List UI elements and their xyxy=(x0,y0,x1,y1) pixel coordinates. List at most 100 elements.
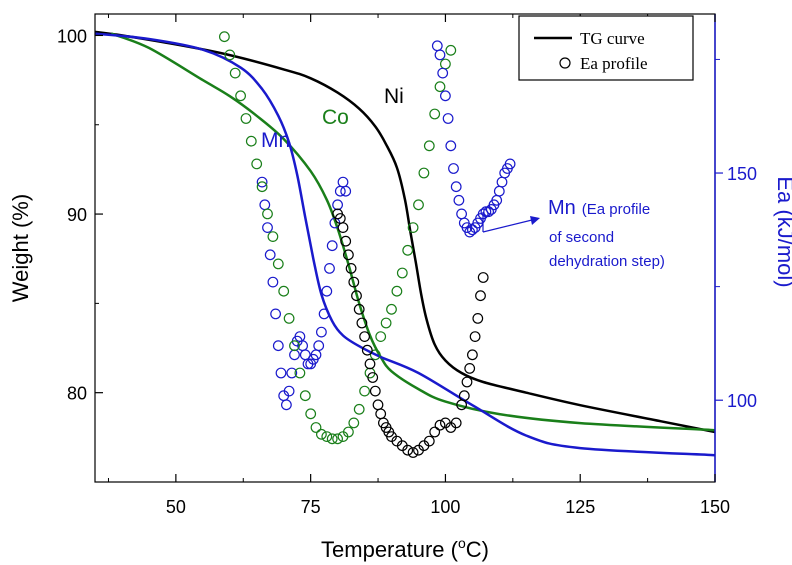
ea-point-co xyxy=(316,428,327,440)
y-right-axis-title: Ea (kJ/mol) xyxy=(773,176,792,287)
ea-point-mn-second-step xyxy=(493,185,505,197)
x-tick-label: 75 xyxy=(301,497,321,517)
ea-point-mn xyxy=(259,199,271,211)
ea-point-ni xyxy=(348,276,360,288)
ea-point-co xyxy=(218,31,230,43)
ea-point-co xyxy=(359,385,371,397)
ea-point-ni xyxy=(477,272,489,283)
tg-curve-co xyxy=(110,32,716,432)
ea-point-mn-second-step xyxy=(437,67,449,79)
annotation-co: Co xyxy=(322,106,349,129)
legend: TG curve Ea profile xyxy=(518,15,694,81)
ea-point-ni xyxy=(337,222,349,234)
ea-point-ni xyxy=(340,235,352,247)
ea-point-mn xyxy=(313,340,325,352)
ea-point-mn-second-step xyxy=(467,224,478,236)
ea-point-co xyxy=(267,231,279,243)
y-right-axis: 100 150 xyxy=(715,58,757,411)
plot-frame xyxy=(94,13,716,483)
ea-point-mn xyxy=(270,308,282,320)
ea-point-mn xyxy=(283,385,295,397)
ea-point-mn-second-step xyxy=(450,181,462,193)
ea-point-co xyxy=(348,417,360,429)
annotation-mn: Mn xyxy=(261,129,290,152)
annotation-ni: Ni xyxy=(384,85,404,108)
ea-point-ni xyxy=(467,349,478,361)
ea-point-co xyxy=(245,135,257,147)
ea-point-mn xyxy=(272,340,284,352)
note-line-2: of second xyxy=(549,229,614,246)
ea-point-co xyxy=(262,208,273,220)
ea-point-co xyxy=(326,433,338,445)
ea-point-ni xyxy=(450,417,462,429)
ea-point-co xyxy=(440,58,451,70)
ea-point-co xyxy=(402,244,414,256)
y-right-tick-label: 100 xyxy=(727,391,757,411)
tg-curves xyxy=(94,30,716,457)
ea-point-co xyxy=(240,113,252,124)
ea-point-mn xyxy=(264,249,276,261)
x-tick-label: 125 xyxy=(565,497,595,517)
note-arrow-head xyxy=(530,216,540,225)
ea-point-mn-second-step xyxy=(496,176,508,188)
ea-point-co xyxy=(256,181,268,193)
x-axis-title: Temperature (oC) xyxy=(321,535,489,562)
ea-point-mn xyxy=(321,285,333,297)
x-tick-label: 50 xyxy=(166,497,186,517)
ea-point-co xyxy=(272,258,284,270)
ea-point-mn xyxy=(332,199,344,211)
ea-point-mn-second-step xyxy=(483,206,495,218)
ea-point-co xyxy=(429,108,441,120)
ea-point-co xyxy=(251,158,263,170)
ea-point-ni xyxy=(475,290,486,302)
ea-point-mn xyxy=(289,349,300,361)
mn-second-step-note: Mn (Ea profile of second dehydration step… xyxy=(482,197,665,270)
ea-point-ni xyxy=(469,331,481,343)
ea-point-mn-second-step xyxy=(453,194,465,206)
ea-point-mn-second-step xyxy=(440,90,451,102)
ea-point-ni xyxy=(434,419,446,431)
tg-curve-mn xyxy=(94,32,716,457)
ea-point-co xyxy=(343,426,354,438)
y-left-axis: 80 90 100 xyxy=(57,26,103,483)
ea-point-co xyxy=(434,81,446,93)
legend-box xyxy=(518,15,694,81)
ea-point-ni xyxy=(472,313,484,324)
ea-point-mn-second-step xyxy=(456,208,468,220)
ea-point-ni xyxy=(461,376,473,388)
ea-point-co xyxy=(445,44,457,56)
ea-point-co xyxy=(229,67,241,79)
ea-point-co xyxy=(369,349,381,361)
ea-point-mn xyxy=(324,263,335,274)
x-tick-label: 150 xyxy=(700,497,730,517)
ea-point-mn-second-step xyxy=(434,49,446,61)
ea-point-ni xyxy=(359,331,371,343)
legend-entry-tg: TG curve xyxy=(580,29,645,48)
ea-point-co xyxy=(305,408,317,420)
ea-point-co xyxy=(299,390,311,402)
ea-point-ni xyxy=(423,435,435,447)
ea-point-mn-second-step xyxy=(504,158,516,170)
x-tick-label: 100 xyxy=(430,497,460,517)
ea-point-ni xyxy=(407,447,419,458)
ea-point-mn-second-step xyxy=(442,113,454,124)
ea-point-ni xyxy=(458,390,470,402)
ea-point-co xyxy=(289,340,300,352)
ea-point-co xyxy=(407,222,419,234)
note-line-1: Mn (Ea profile xyxy=(548,197,650,219)
ea-point-co xyxy=(375,331,387,343)
y-left-tick-label: 80 xyxy=(67,384,87,404)
ea-point-co xyxy=(310,422,322,433)
ea-point-ni xyxy=(372,399,384,411)
ea-point-mn xyxy=(326,240,338,252)
ea-point-co xyxy=(235,90,247,102)
ea-point-co xyxy=(283,313,295,324)
ea-point-co xyxy=(353,403,365,415)
ea-point-mn-second-step xyxy=(445,140,457,152)
ea-point-mn xyxy=(316,326,327,338)
ea-point-co xyxy=(423,140,435,152)
y-right-tick-label: 150 xyxy=(727,164,757,184)
ea-point-mn xyxy=(318,308,330,320)
ea-point-ni xyxy=(343,249,354,261)
